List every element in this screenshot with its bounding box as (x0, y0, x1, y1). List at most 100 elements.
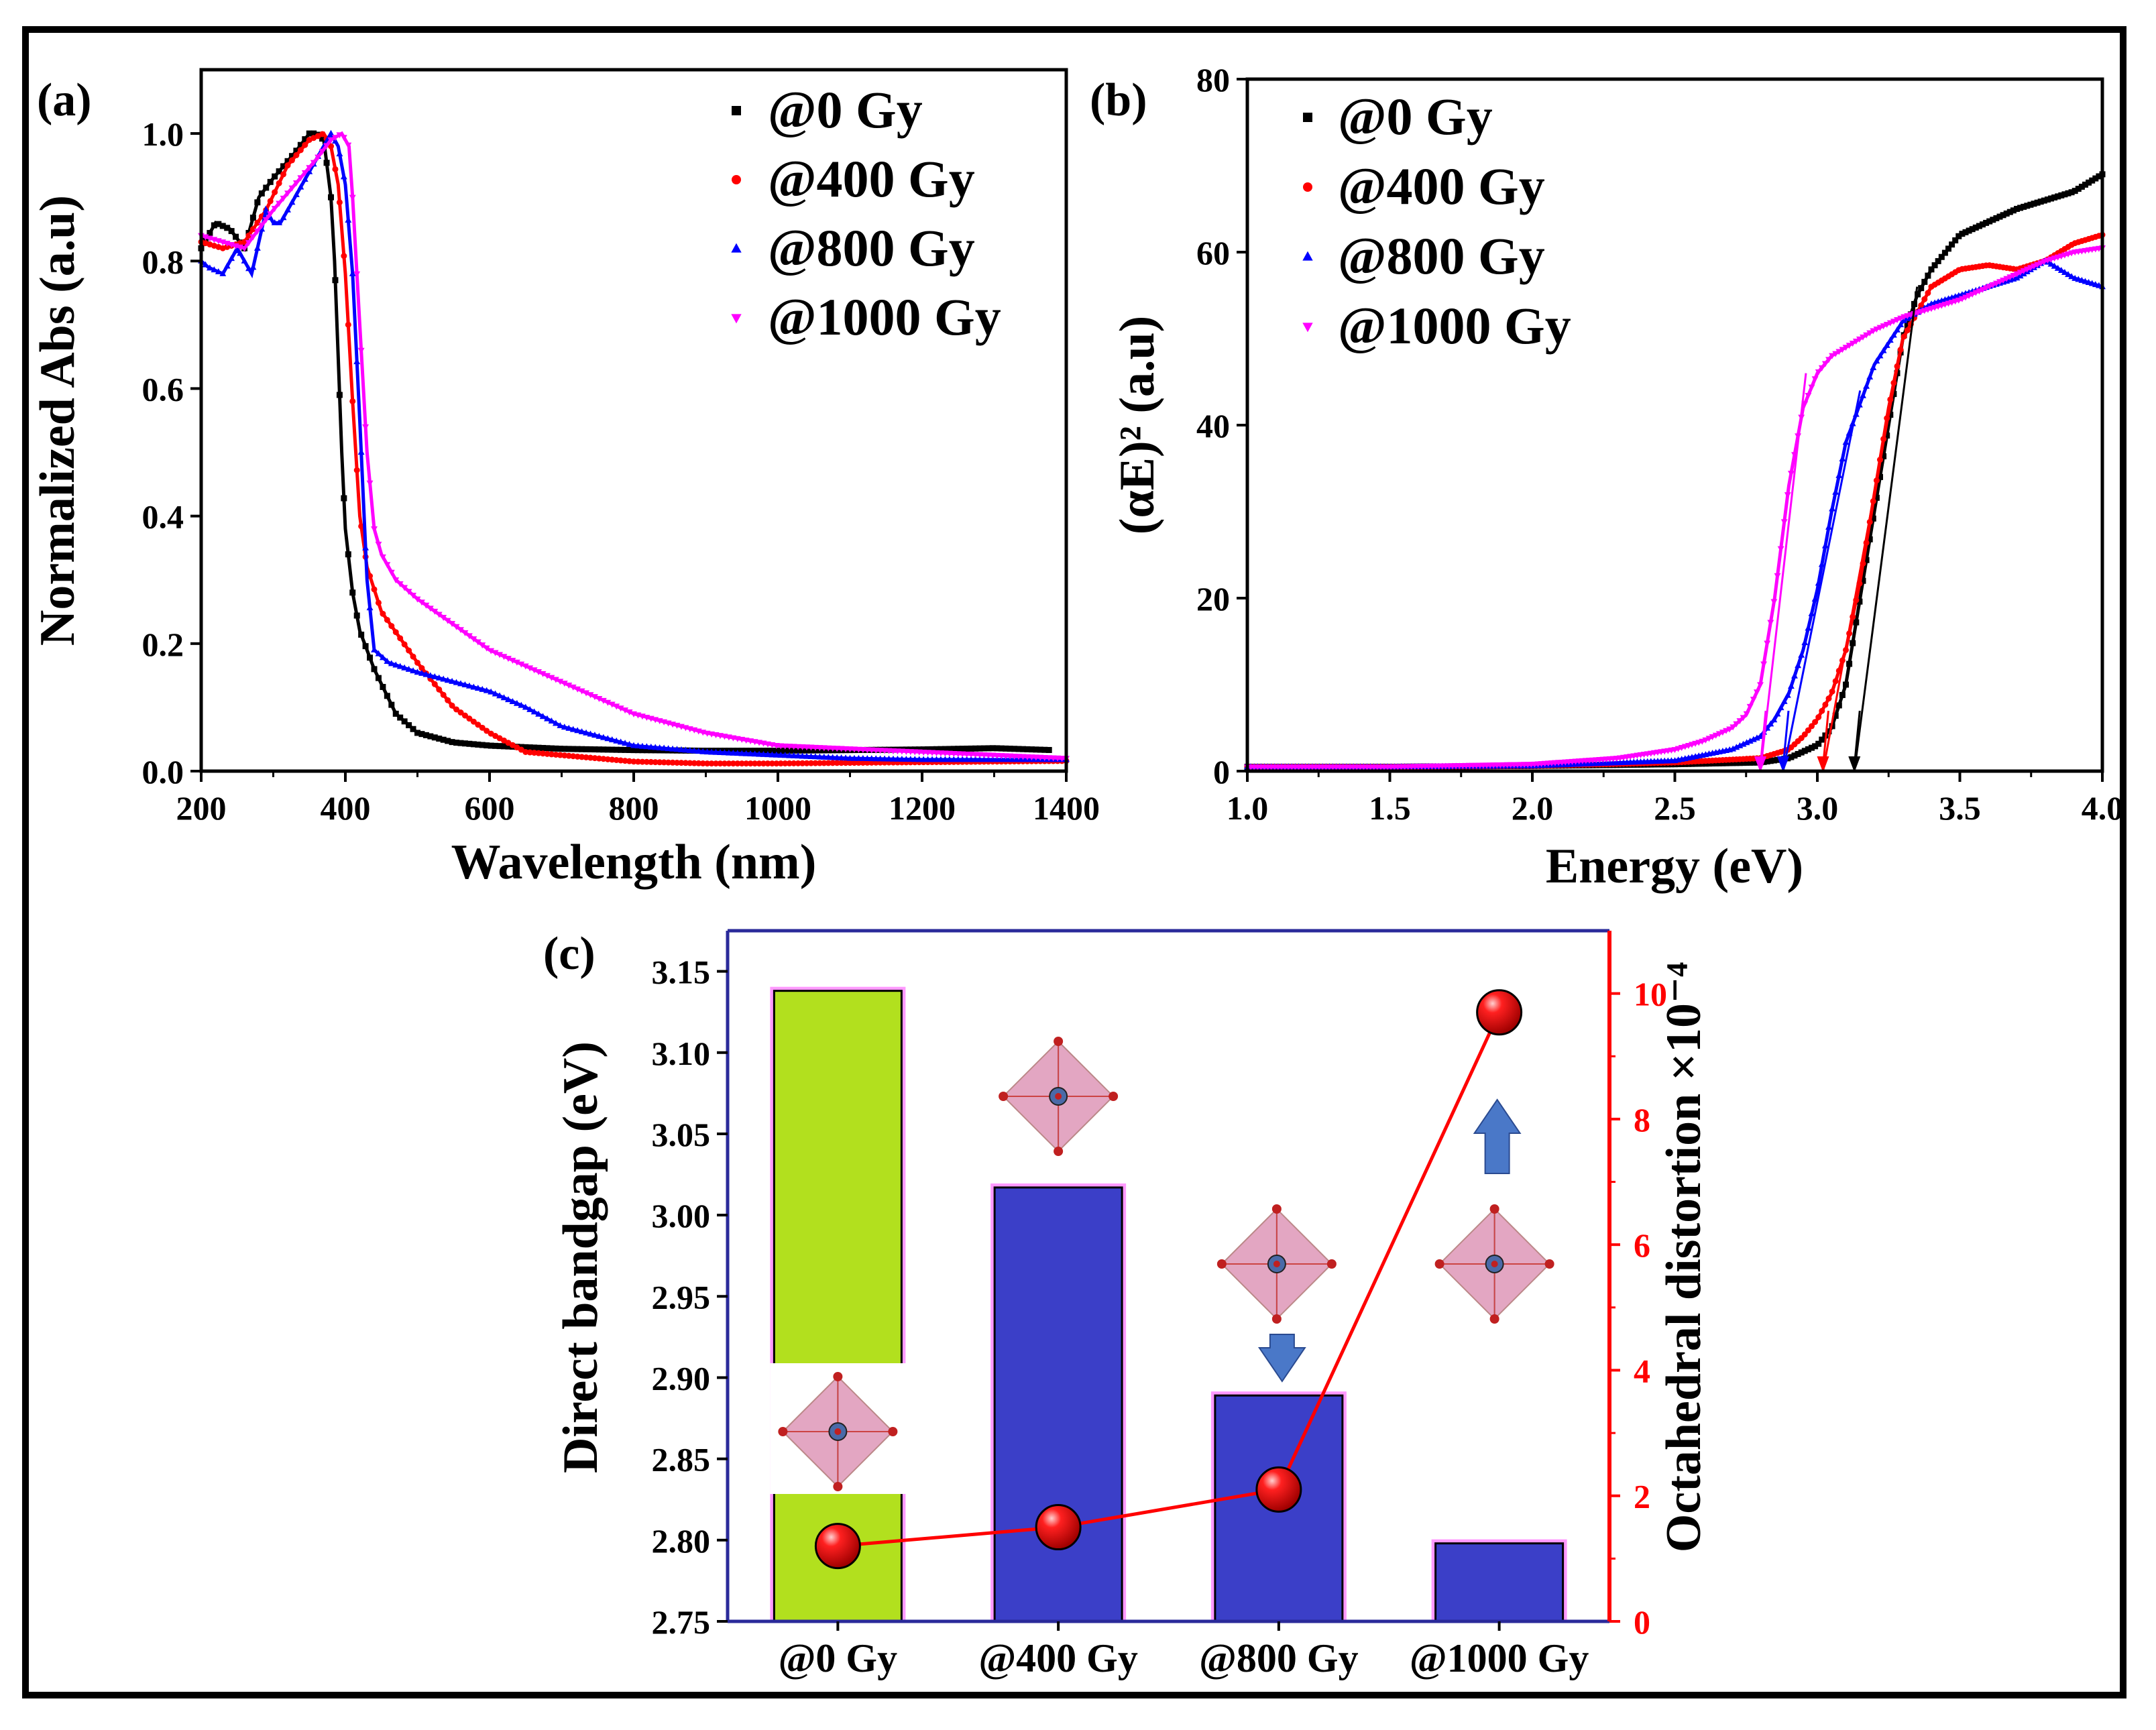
panel-b-series-0-point (1726, 760, 1733, 766)
panel-b-series-1-point (1925, 290, 1931, 296)
panel-b-series-0-point (1952, 237, 1959, 243)
panel-a-series-3-point (587, 692, 594, 699)
panel-a-series-3-point (1041, 754, 1048, 761)
panel-a-series-1-point (522, 748, 529, 755)
panel-a-series-2-point (202, 261, 209, 268)
panel-c-octahedron-0 (778, 1372, 898, 1491)
panel-a-series-3-point (946, 750, 953, 757)
panel-c-distortion-point-1 (1035, 1504, 1082, 1551)
panel-a-series-2-point (790, 752, 797, 758)
panel-a-series-3-point (846, 746, 854, 753)
panel-a-series-0-point (461, 740, 468, 747)
panel-b-series-3-point (1835, 349, 1843, 355)
panel-b: (b) 1.0 1.5 2.0 2.5 3.0 3.5 4.0 0 20 40 60 80 @0 Gy… (1090, 61, 2123, 894)
panel-b-series-1-point (1900, 333, 1907, 340)
panel-a-series-0-point (449, 739, 455, 746)
panel-a-series-3-point (379, 554, 386, 561)
panel-a-series-1-point (267, 198, 274, 205)
panel-b-x-tick-label-2: 2.0 (1512, 789, 1554, 827)
panel-a-series-0-point (1015, 746, 1022, 752)
panel-c-distortion-line (814, 989, 1523, 1570)
panel-a-series-2-point (682, 746, 689, 753)
panel-b-series-2-point (1780, 697, 1788, 704)
panel-a-series-0-point (219, 223, 226, 229)
panel-a-series-2-point (903, 756, 910, 762)
panel-a-series-3-point (963, 751, 970, 758)
panel-a-series-0-point (920, 746, 927, 753)
panel-a-series-0-point (492, 742, 499, 749)
panel-c-x-tick-label-0: @0 Gy (779, 1636, 897, 1680)
panel-a-series-0-point (553, 745, 559, 752)
panel-b-series-0-point (2037, 198, 2044, 205)
panel-a-series-2-point (622, 740, 629, 746)
panel-a-series-1-point (570, 753, 577, 760)
panel-a-series-1-point (691, 760, 697, 766)
panel-a-x-tick-label-5: 1200 (889, 789, 956, 827)
panel-a-series-1-point (445, 697, 451, 703)
panel-b-series-2-point (2057, 266, 2065, 273)
panel-a-series-3-point (435, 612, 443, 618)
panel-a-series-1-point (540, 750, 547, 757)
panel-a-series-2-point (384, 658, 391, 665)
panel-a-series-0-point (479, 742, 486, 748)
panel-b-series-1-point (1801, 731, 1808, 738)
panel-a-series-2-point (984, 756, 992, 762)
panel-b-series-0-point (1809, 744, 1815, 751)
panel-a-series-1-point (795, 760, 801, 766)
panel-c-octahedron-2-vertex-1 (1326, 1259, 1337, 1269)
panel-a-series-3-point (530, 667, 538, 674)
panel-b-fit-line-2 (1782, 390, 1862, 772)
panel-a-series-3-point (332, 135, 339, 141)
panel-b-series-0-point (1980, 221, 1986, 228)
panel-a-series-3-point (842, 746, 849, 752)
panel-a-series-3-point (825, 745, 832, 752)
panel-a-series-1-point (825, 760, 832, 766)
panel-a-series-2-point (872, 755, 880, 762)
panel-b-series-0-point (2041, 197, 2047, 204)
panel-a-series-1-point (618, 757, 624, 764)
panel-a-series-2-point (249, 264, 257, 270)
panel-a-series-0-point (1007, 746, 1013, 752)
panel-b-series-0-point (1938, 253, 1945, 260)
panel-a-series-3-point (569, 684, 577, 691)
panel-c-ticks: 2.75 2.80 2.85 2.90 2.95 3.00 3.05 3.10 3.15 0 2 4 6… (652, 954, 1668, 1680)
panel-b-series-3-point (2006, 274, 2014, 281)
panel-a-series-1-point (699, 760, 706, 766)
panel-a-series-3-point (488, 648, 495, 654)
panel-b-series-3-point (1740, 715, 1747, 722)
panel-a-series-1-point (799, 760, 806, 766)
panel-b-series-0-point (1805, 746, 1811, 752)
panel-a-series-3-point (505, 656, 512, 662)
panel-b-series-3-point (1815, 369, 1822, 376)
panel-a-series-1-point (630, 758, 637, 765)
panel-a-series-2-point (630, 742, 637, 748)
panel-a-series-2-point (976, 756, 983, 762)
panel-a-series-3-point (500, 654, 508, 660)
panel-a-series-3-point (1019, 754, 1027, 760)
panel-a-series-2-point (262, 206, 270, 213)
panel-a-series-2-point (500, 694, 508, 701)
panel-b-legend-marker-2 (1302, 251, 1313, 261)
panel-a-series-1-point (782, 760, 789, 766)
panel-a-series-3-point (561, 681, 568, 687)
panel-c-octahedron-3-vertex-2 (1489, 1314, 1499, 1324)
panel-a-series-1-point (752, 760, 758, 767)
panel-a-series-0-point (777, 748, 784, 754)
panel-b-series-0-point (2096, 173, 2102, 180)
panel-a-legend-marker-0 (732, 106, 741, 115)
panel-a-series-2-point (336, 150, 343, 157)
panel-a-series-2-point (418, 669, 425, 676)
panel-a-series-2-point (587, 730, 594, 737)
panel-b-series-0-point (1846, 660, 1853, 667)
panel-c-octahedron-1-vertex-0 (1054, 1037, 1064, 1046)
panel-b-series-0-point (2058, 192, 2065, 198)
panel-c-y2-tick-label-4: 8 (1634, 1101, 1650, 1139)
panel-a-series-3-point (301, 170, 308, 176)
panel-a-series-0-point (972, 745, 979, 752)
panel-a-series-3-point (292, 180, 300, 187)
panel-c-octahedron-0-vertex-0 (833, 1372, 843, 1381)
panel-a-series-2-point (228, 255, 235, 262)
panel-b-series-3-point (1873, 326, 1880, 333)
panel-b-series-3-point (1764, 640, 1771, 647)
